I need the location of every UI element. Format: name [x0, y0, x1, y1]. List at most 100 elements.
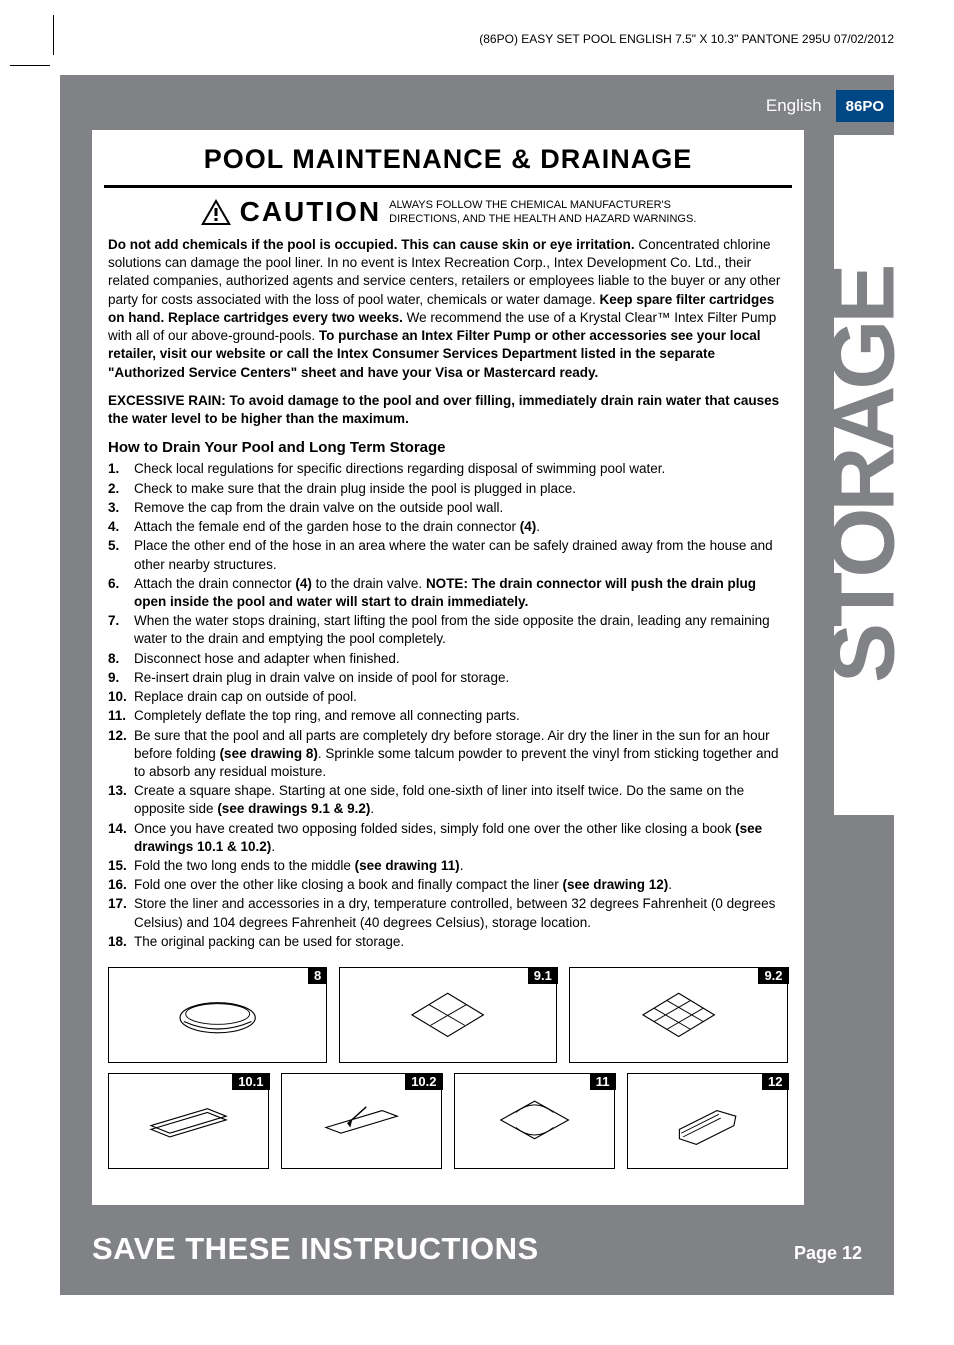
- step-text: Once you have created two opposing folde…: [134, 820, 788, 856]
- step-item: 2.Check to make sure that the drain plug…: [108, 480, 788, 498]
- section-title: POOL MAINTENANCE & DRAINAGE: [92, 130, 804, 185]
- step-text: Check local regulations for specific dir…: [134, 460, 788, 478]
- step-item: 9.Re-insert drain plug in drain valve on…: [108, 669, 788, 687]
- drawing-label: 9.2: [758, 967, 788, 984]
- step-item: 15.Fold the two long ends to the middle …: [108, 857, 788, 875]
- step-item: 17.Store the liner and accessories in a …: [108, 895, 788, 931]
- step-item: 8.Disconnect hose and adapter when finis…: [108, 650, 788, 668]
- step-text: Place the other end of the hose in an ar…: [134, 537, 788, 573]
- step-text: Replace drain cap on outside of pool.: [134, 688, 788, 706]
- caution-line2: DIRECTIONS, AND THE HEALTH AND HAZARD WA…: [389, 213, 696, 225]
- step-number: 3.: [108, 499, 134, 517]
- step-number: 16.: [108, 876, 134, 894]
- step-number: 10.: [108, 688, 134, 706]
- step-number: 18.: [108, 933, 134, 951]
- crop-mark: [10, 65, 50, 66]
- step-text: Completely deflate the top ring, and rem…: [134, 707, 788, 725]
- drawing-svg: [125, 1088, 252, 1154]
- step-number: 13.: [108, 782, 134, 818]
- step-text: Check to make sure that the drain plug i…: [134, 480, 788, 498]
- drawing-label: 8: [308, 967, 327, 984]
- step-text: Fold the two long ends to the middle (se…: [134, 857, 788, 875]
- drawing-label: 10.1: [232, 1073, 269, 1090]
- step-number: 2.: [108, 480, 134, 498]
- step-item: 5.Place the other end of the hose in an …: [108, 537, 788, 573]
- drawing-10.2: 10.2: [281, 1073, 442, 1169]
- drawing-9.1: 9.1: [339, 967, 558, 1063]
- crop-mark: [53, 15, 54, 55]
- drawings-area: 8 9.1 9.2 10.1 10.2 11 12: [92, 961, 804, 1169]
- steps-list: 1.Check local regulations for specific d…: [108, 460, 788, 951]
- language-bar: English 86PO: [752, 90, 894, 122]
- step-number: 5.: [108, 537, 134, 573]
- drawing-label: 9.1: [528, 967, 558, 984]
- footer-right: Page 12: [794, 1243, 862, 1264]
- step-item: 4.Attach the female end of the garden ho…: [108, 518, 788, 536]
- drawing-11: 11: [454, 1073, 615, 1169]
- step-text: Attach the female end of the garden hose…: [134, 518, 788, 536]
- step-text: Be sure that the pool and all parts are …: [134, 727, 788, 782]
- code-badge: 86PO: [836, 90, 894, 122]
- step-number: 4.: [108, 518, 134, 536]
- step-number: 6.: [108, 575, 134, 611]
- caution-word: CAUTION: [240, 196, 382, 228]
- drawing-svg: [644, 1088, 771, 1154]
- step-text: The original packing can be used for sto…: [134, 933, 788, 951]
- step-item: 10.Replace drain cap on outside of pool.: [108, 688, 788, 706]
- drawing-label: 12: [762, 1073, 788, 1090]
- step-number: 12.: [108, 727, 134, 782]
- warning-icon: [200, 198, 232, 226]
- step-number: 14.: [108, 820, 134, 856]
- page-frame: English 86PO STORAGE POOL MAINTENANCE & …: [60, 75, 894, 1295]
- drawing-svg: [298, 1088, 425, 1154]
- body-text: Do not add chemicals if the pool is occu…: [92, 236, 804, 951]
- step-text: Create a square shape. Starting at one s…: [134, 782, 788, 818]
- step-text: When the water stops draining, start lif…: [134, 612, 788, 648]
- step-text: Attach the drain connector (4) to the dr…: [134, 575, 788, 611]
- footer-bar: SAVE THESE INSTRUCTIONS Page 12: [92, 1231, 862, 1267]
- footer-left: SAVE THESE INSTRUCTIONS: [92, 1231, 539, 1267]
- step-number: 15.: [108, 857, 134, 875]
- drawing-8: 8: [108, 967, 327, 1063]
- step-number: 9.: [108, 669, 134, 687]
- drawing-row-2: 10.1 10.2 11 12: [108, 1073, 788, 1169]
- drawing-9.2: 9.2: [569, 967, 788, 1063]
- step-number: 17.: [108, 895, 134, 931]
- step-item: 18.The original packing can be used for …: [108, 933, 788, 951]
- drawing-svg: [361, 982, 534, 1048]
- intro-paragraph: Do not add chemicals if the pool is occu…: [108, 236, 788, 382]
- drawing-label: 11: [590, 1073, 616, 1090]
- drawing-svg: [471, 1088, 598, 1154]
- step-item: 13.Create a square shape. Starting at on…: [108, 782, 788, 818]
- caution-line1: ALWAYS FOLLOW THE CHEMICAL MANUFACTURER'…: [389, 199, 671, 211]
- caution-message: ALWAYS FOLLOW THE CHEMICAL MANUFACTURER'…: [389, 198, 696, 227]
- drawing-10.1: 10.1: [108, 1073, 269, 1169]
- header-note: (86PO) EASY SET POOL ENGLISH 7.5" X 10.3…: [479, 32, 894, 46]
- step-item: 14.Once you have created two opposing fo…: [108, 820, 788, 856]
- step-item: 11.Completely deflate the top ring, and …: [108, 707, 788, 725]
- step-text: Re-insert drain plug in drain valve on i…: [134, 669, 788, 687]
- step-item: 7.When the water stops draining, start l…: [108, 612, 788, 648]
- side-tab-storage: STORAGE: [834, 135, 894, 815]
- rain-warning: EXCESSIVE RAIN: To avoid damage to the p…: [108, 392, 788, 428]
- intro-lead: Do not add chemicals if the pool is occu…: [108, 237, 635, 252]
- step-text: Remove the cap from the drain valve on t…: [134, 499, 788, 517]
- step-number: 11.: [108, 707, 134, 725]
- drawing-svg: [592, 982, 765, 1048]
- step-number: 8.: [108, 650, 134, 668]
- drawing-svg: [131, 982, 304, 1048]
- step-item: 12.Be sure that the pool and all parts a…: [108, 727, 788, 782]
- step-text: Disconnect hose and adapter when finishe…: [134, 650, 788, 668]
- drawing-12: 12: [627, 1073, 788, 1169]
- step-text: Store the liner and accessories in a dry…: [134, 895, 788, 931]
- drawing-row-1: 8 9.1 9.2: [108, 967, 788, 1063]
- howto-heading: How to Drain Your Pool and Long Term Sto…: [108, 438, 788, 458]
- step-item: 1.Check local regulations for specific d…: [108, 460, 788, 478]
- step-item: 6.Attach the drain connector (4) to the …: [108, 575, 788, 611]
- caution-row: CAUTION ALWAYS FOLLOW THE CHEMICAL MANUF…: [92, 194, 804, 236]
- drawing-label: 10.2: [405, 1073, 442, 1090]
- title-rule: [104, 185, 792, 188]
- language-label: English: [752, 90, 836, 122]
- step-item: 3.Remove the cap from the drain valve on…: [108, 499, 788, 517]
- content-box: POOL MAINTENANCE & DRAINAGE CAUTION ALWA…: [92, 130, 804, 1205]
